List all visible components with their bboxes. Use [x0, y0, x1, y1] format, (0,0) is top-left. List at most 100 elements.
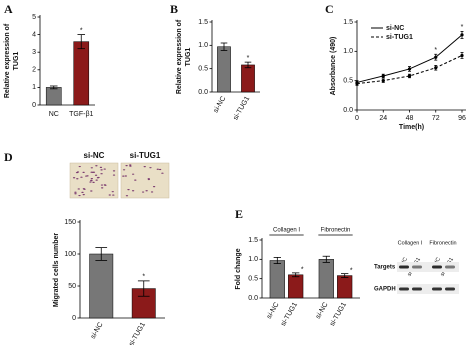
cell — [94, 174, 98, 176]
cell — [82, 171, 85, 173]
cell — [127, 188, 130, 191]
error-bar — [341, 273, 349, 278]
cell — [156, 168, 159, 170]
panel-letter: B — [170, 2, 178, 16]
cell — [112, 170, 116, 172]
cell — [103, 168, 106, 170]
bar — [73, 41, 90, 106]
cell — [152, 186, 156, 188]
cell — [158, 168, 162, 171]
y-tick-label: 4 — [32, 31, 36, 38]
y-axis-label: Absorbance (490) — [330, 37, 337, 96]
cell — [92, 181, 95, 183]
bar — [89, 253, 114, 319]
y-tick-label: 5 — [32, 14, 36, 21]
cell — [143, 166, 146, 168]
y-tick-label: 1.5 — [248, 237, 258, 244]
y-axis-label: Relative expression of — [4, 23, 11, 98]
error-bar — [137, 280, 150, 297]
point — [407, 67, 412, 71]
y-tick-label: 100 — [64, 251, 76, 258]
cell — [145, 190, 148, 192]
blot-band — [399, 265, 409, 269]
y-tick-label: 150 — [64, 219, 76, 226]
error-bar — [273, 256, 281, 264]
cell — [124, 175, 128, 177]
point — [434, 55, 438, 59]
bar — [241, 64, 255, 93]
cell — [131, 190, 135, 192]
point — [355, 82, 359, 86]
x-tick-label: si-TUG1 — [232, 95, 251, 121]
bar — [217, 46, 231, 93]
y-axis-label: Fold change — [235, 248, 242, 289]
y-tick-label: 0.0 — [248, 295, 258, 302]
cell — [95, 179, 98, 181]
image-label: si-NC — [84, 151, 105, 160]
x-tick-label: 48 — [406, 115, 414, 122]
cell — [122, 175, 125, 177]
cell — [82, 188, 86, 190]
y-axis-label: TUG1 — [13, 52, 20, 71]
y-tick-label: 1.0 — [198, 42, 208, 49]
cell — [76, 171, 80, 173]
blot-band — [445, 287, 455, 291]
cell — [99, 166, 103, 168]
panel-letter: A — [4, 2, 13, 16]
blot-band — [432, 265, 442, 269]
x-tick-label: 96 — [458, 115, 466, 122]
y-tick-label: 1.5 — [198, 19, 208, 26]
cell — [147, 178, 150, 180]
error-bar — [49, 85, 58, 90]
cell — [74, 191, 77, 193]
cell — [78, 165, 81, 168]
significance-mark: * — [142, 274, 145, 281]
bar — [45, 87, 62, 106]
cell — [80, 176, 83, 178]
cell — [100, 184, 104, 186]
blot-band — [412, 287, 422, 291]
group-label: Fibronectin — [321, 228, 351, 234]
cell — [89, 181, 92, 183]
point — [460, 33, 464, 37]
cell — [125, 165, 128, 167]
error-bar — [322, 255, 330, 263]
y-tick-label: 2 — [32, 67, 36, 74]
x-tick-label: si-TUG1 — [128, 321, 147, 345]
cell — [111, 191, 114, 193]
y-tick-label: 3 — [32, 49, 36, 56]
legend-label: si-TUG1 — [386, 34, 413, 41]
x-tick-label: si-NC — [90, 321, 105, 340]
bar — [318, 259, 334, 299]
cell — [91, 171, 94, 173]
group-label: Collagen I — [273, 228, 300, 234]
cell — [76, 178, 79, 180]
blot-strip — [397, 262, 459, 272]
cell — [141, 191, 145, 193]
series-line — [356, 54, 463, 85]
x-tick-label: 24 — [379, 115, 387, 122]
point — [407, 74, 412, 78]
significance-mark: * — [80, 27, 83, 34]
significance-mark: * — [301, 267, 304, 274]
blot-row-label: Targets — [374, 265, 396, 271]
error-bar — [95, 247, 108, 261]
y-tick-label: 0 — [72, 315, 76, 322]
cell — [103, 184, 107, 186]
y-axis-label: Migrated cells number — [53, 233, 60, 308]
blot-row-label: GAPDH — [374, 287, 396, 293]
cell — [90, 190, 93, 192]
cell — [90, 167, 94, 169]
panel-letter: C — [325, 2, 334, 16]
blot-group-label: Fibronectin — [429, 240, 456, 246]
significance-mark: * — [350, 267, 353, 274]
x-tick-label: si-TUG1 — [329, 301, 348, 327]
cell — [112, 174, 116, 176]
cell — [129, 165, 132, 167]
panel-letter: D — [4, 150, 13, 164]
cell — [147, 178, 151, 181]
y-axis-label: Relative expression of — [176, 19, 183, 94]
blot-band — [399, 287, 409, 291]
point — [460, 53, 464, 58]
cell — [95, 165, 98, 167]
